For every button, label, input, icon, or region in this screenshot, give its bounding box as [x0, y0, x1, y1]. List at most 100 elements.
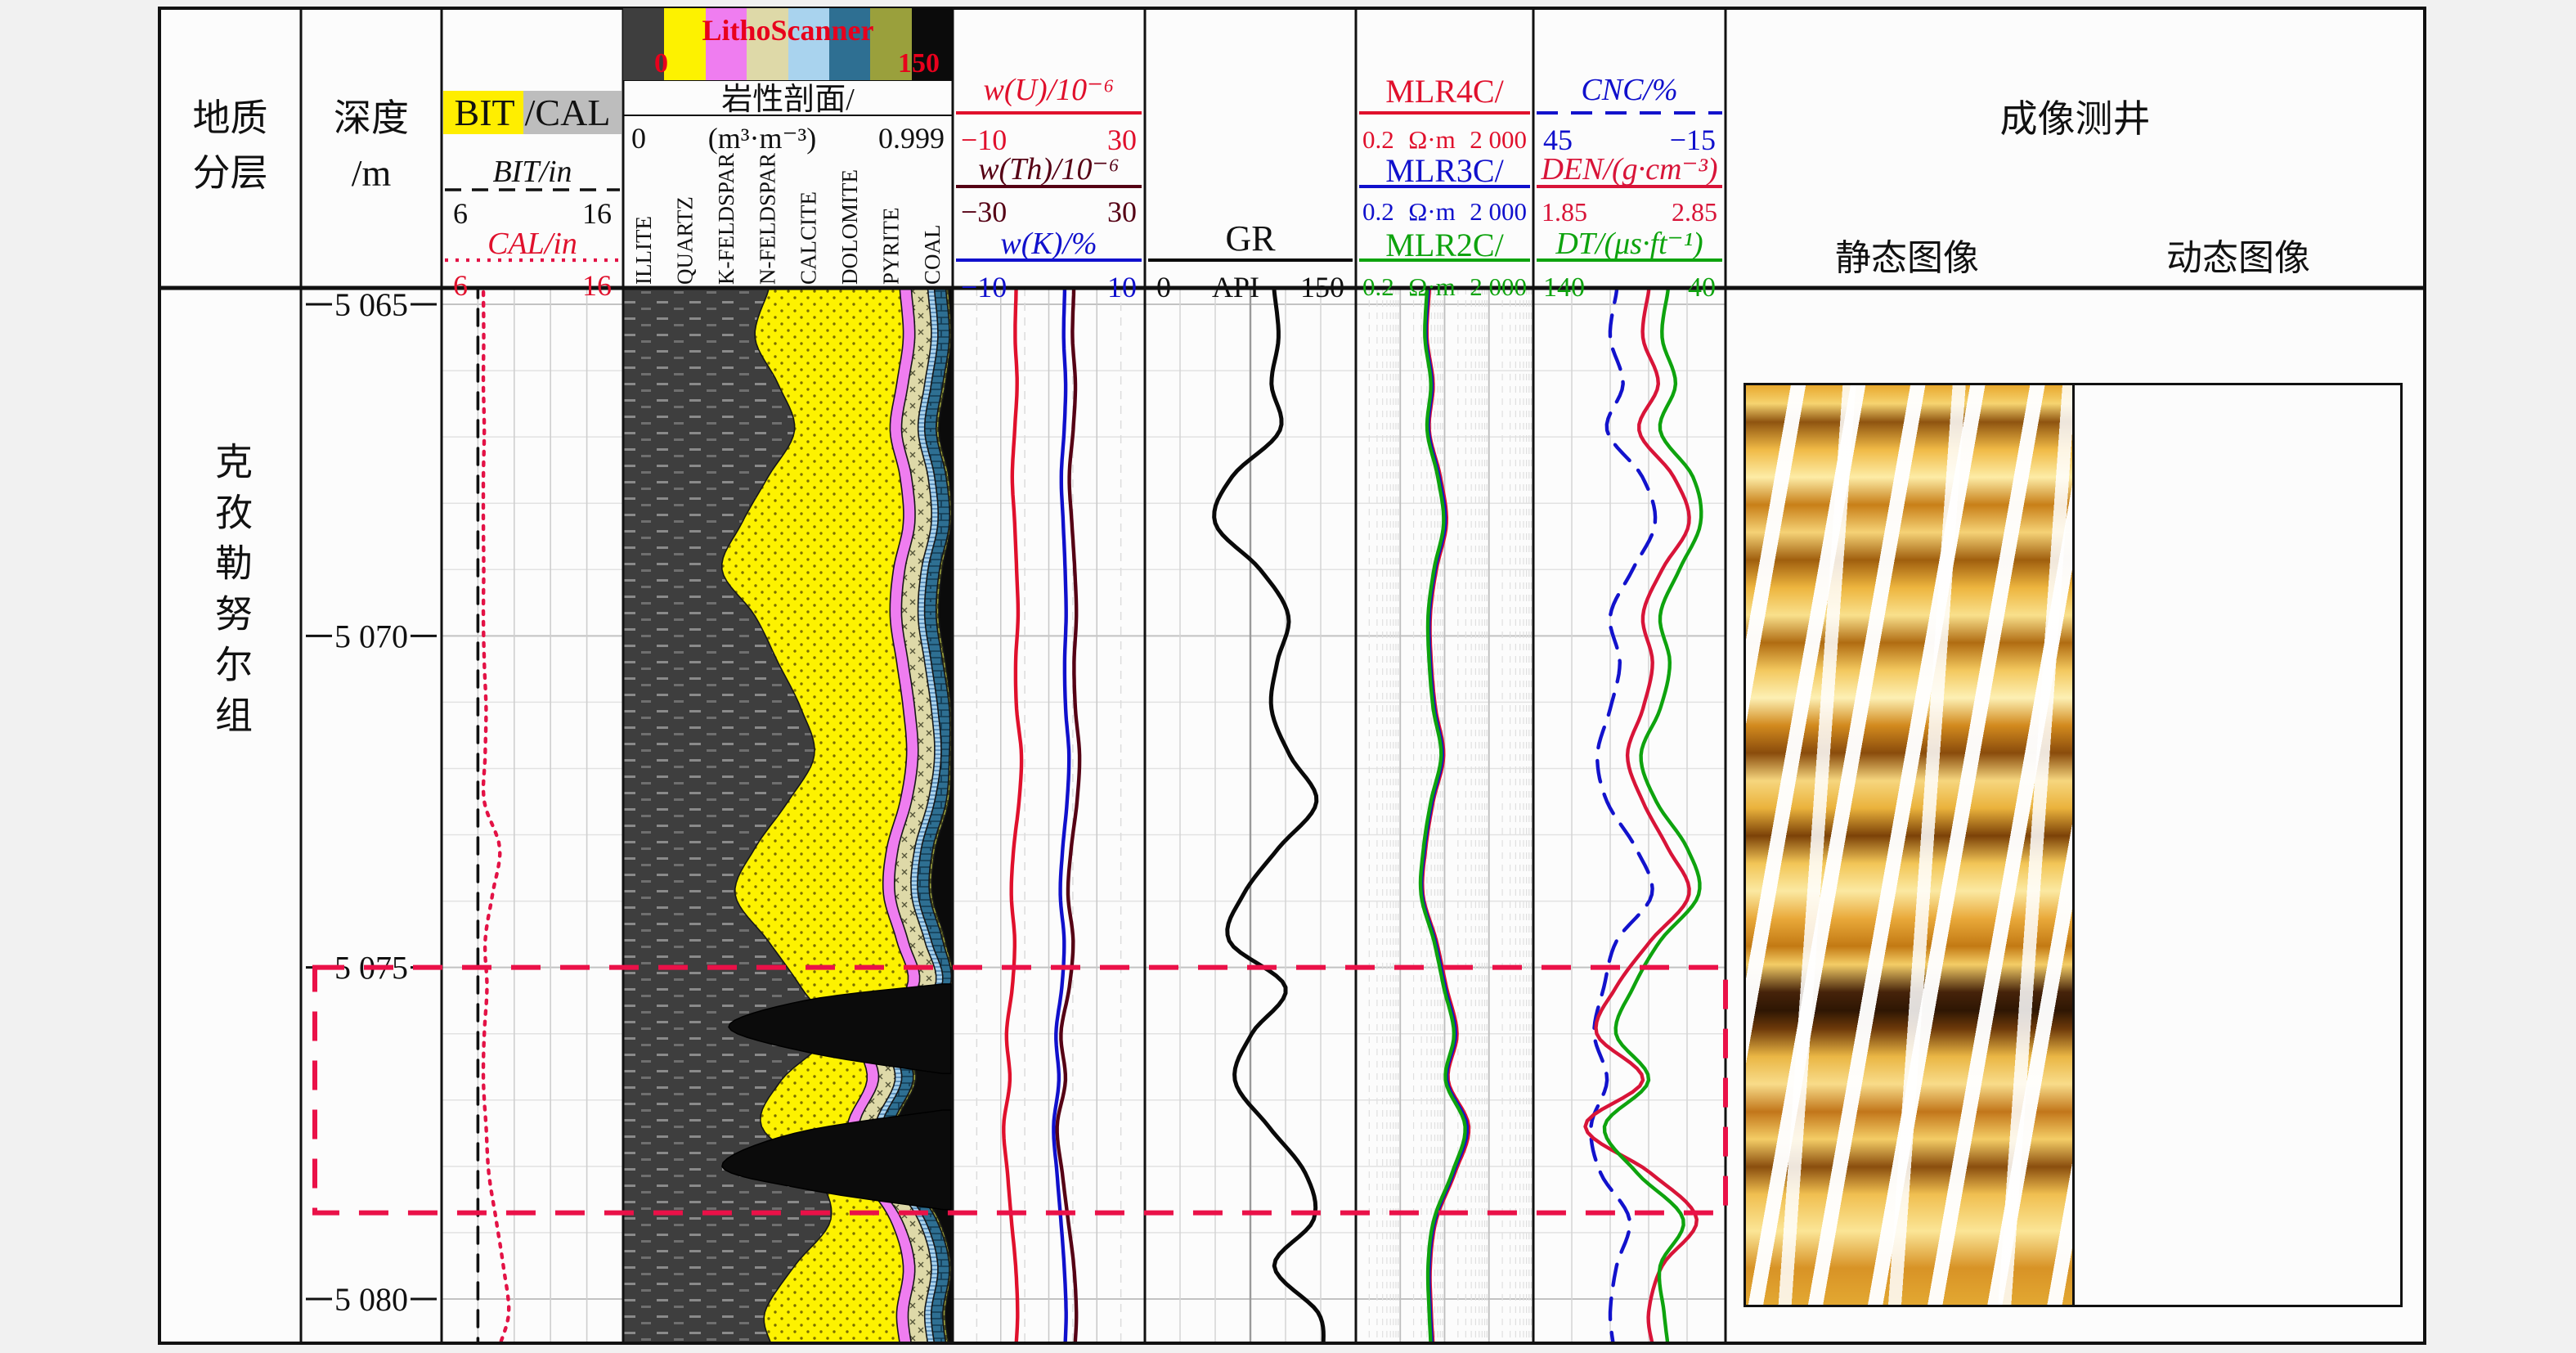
k-scale-row: −10 10 — [953, 270, 1145, 305]
bit-scale-row: 6 16 — [442, 196, 623, 231]
mlr2c-scale-unit: Ω·m — [1408, 272, 1456, 301]
lithoscanner-banner-title: LithoScanner — [702, 14, 874, 47]
mineral-labels: ILLITE QUARTZ K-FELDSPAR N-FELDSPAR CALCITE D… — [631, 153, 945, 285]
depth-column-title: 深度 /m — [301, 92, 442, 200]
k-curve-label: w(K)/% — [1000, 227, 1097, 261]
depth-tick-label: 5 070 — [334, 618, 408, 654]
bitcal-chip: BIT/CAL — [442, 90, 623, 135]
geology-title-line1: 地质 — [192, 97, 268, 139]
gr-curve-label: GR — [1225, 218, 1276, 258]
den-scale-max: 2.85 — [1672, 197, 1717, 227]
k-scale-min: −10 — [961, 271, 1008, 303]
mineral-label-pyrite: PYRITE — [878, 208, 903, 285]
mlr2c-scale-min: 0.2 — [1362, 272, 1394, 301]
dt-curve-label: DT/(μs·ft⁻¹) — [1555, 227, 1703, 261]
litho-legend-swatch-coal — [911, 8, 953, 80]
depth-title-line1: 深度 — [334, 97, 409, 139]
static-image-label: 静态图像 — [1835, 238, 1979, 278]
litho-legend-swatch-n-feldspar — [747, 8, 788, 80]
mlr2c-scale-max: 2 000 — [1470, 272, 1527, 301]
formation-name: 克孜勒努尔组 — [161, 442, 300, 900]
dt-scale-min: 140 — [1543, 272, 1585, 303]
bit-scale-min: 6 — [453, 197, 468, 230]
gr-scale-max: 150 — [1299, 271, 1344, 303]
mineral-label-quartz: QUARTZ — [673, 196, 698, 285]
imaging-track-title: 成像测井 — [1999, 98, 2151, 140]
mineral-label-coal: COAL — [920, 225, 945, 285]
mlr4c-curve-label: MLR4C/ — [1385, 73, 1504, 110]
u-scale-min: −10 — [961, 124, 1008, 156]
litho-legend-swatch-pyrite — [870, 8, 912, 80]
mineral-label-n-feldspar: N-FELDSPAR — [755, 153, 779, 285]
geology-title-line2: 分层 — [192, 151, 268, 194]
cnc-scale-min: 45 — [1543, 124, 1573, 156]
litho-legend-swatch-quartz — [664, 8, 706, 80]
lithology-scale-unit: (m³·m⁻³) — [707, 122, 817, 155]
lithology-track-title: 岩性剖面/ — [721, 83, 855, 117]
formation-name-text: 克孜勒努尔组 — [210, 442, 252, 746]
curve-CNC — [1589, 288, 1658, 1343]
mineral-label-k-feldspar: K-FELDSPAR — [714, 153, 738, 285]
borehole-image-panel — [1744, 383, 2403, 1307]
lithology-profile — [623, 288, 953, 1343]
cal-scale-row: 6 16 — [442, 268, 623, 303]
depth-tick-label: 5 065 — [334, 286, 408, 323]
den-scale-min: 1.85 — [1542, 197, 1587, 227]
mlr2c-curve-label: MLR2C/ — [1385, 227, 1504, 263]
u-scale-max: 30 — [1107, 124, 1137, 156]
cnc-scale-max: −15 — [1669, 124, 1716, 156]
mlr4c-scale-max: 2 000 — [1470, 125, 1527, 154]
highlight-interval-box — [312, 964, 1728, 1216]
mlr3c-scale-min: 0.2 — [1362, 197, 1394, 226]
den-scale-row: 1.85 2.85 — [1533, 196, 1726, 227]
litho-legend-swatch-k-feldspar — [705, 8, 747, 80]
lithoscanner-legend-strip — [623, 8, 953, 80]
curve-DT — [1602, 288, 1703, 1343]
mineral-label-illite: ILLITE — [631, 216, 656, 285]
litho-legend-swatch-dolomite — [828, 8, 871, 80]
den-curve-label: DEN/(g·cm⁻³) — [1541, 152, 1718, 187]
mlr3c-curve-label: MLR3C/ — [1385, 152, 1504, 189]
mlr4c-scale-min: 0.2 — [1362, 125, 1394, 154]
cal-scale-min: 6 — [453, 269, 468, 302]
cal-chip: /CAL — [523, 91, 622, 134]
bit-scale-max: 16 — [582, 197, 612, 230]
u-curve-label: w(U)/10⁻⁶ — [983, 73, 1115, 107]
geology-column-title: 地质 分层 — [159, 92, 301, 200]
th-scale-max: 30 — [1107, 196, 1137, 228]
depth-title-line2: /m — [351, 151, 392, 194]
dt-scale-row: 140 40 — [1533, 272, 1726, 305]
lithoscanner-banner-min: 0 — [654, 48, 668, 79]
curve-CAL — [481, 288, 511, 1343]
gr-scale-unit: API — [1211, 271, 1259, 303]
mlr3c-scale-row: 0.2 Ω·m 2 000 — [1356, 196, 1533, 227]
mlr4c-scale-unit: Ω·m — [1408, 125, 1456, 154]
th-scale-min: −30 — [961, 196, 1008, 228]
litho-legend-swatch-calcite — [788, 8, 829, 80]
mineral-label-calcite: CALCITE — [797, 191, 821, 285]
depth-tick-label: 5 080 — [334, 1281, 408, 1318]
gr-scale-min: 0 — [1156, 271, 1171, 303]
cal-scale-max: 16 — [582, 269, 612, 302]
dynamic-borehole-image — [2071, 385, 2401, 1305]
gr-scale-row: 0 API 150 — [1145, 270, 1356, 305]
lithology-scale-max: 0.999 — [878, 122, 945, 155]
dt-scale-max: 40 — [1688, 272, 1716, 303]
mlr4c-scale-row: 0.2 Ω·m 2 000 — [1356, 124, 1533, 155]
th-scale-row: −30 30 — [953, 195, 1145, 230]
dynamic-image-label: 动态图像 — [2166, 238, 2310, 278]
lithoscanner-banner-max: 150 — [898, 48, 940, 79]
mineral-label-dolomite: DOLOMITE — [837, 169, 862, 285]
cal-curve-label: CAL/in — [487, 227, 577, 261]
mlr2c-scale-row: 0.2 Ω·m 2 000 — [1356, 272, 1533, 302]
litho-legend-swatch-illite — [623, 8, 665, 80]
lithology-scale-min: 0 — [631, 122, 646, 155]
static-borehole-image — [1746, 385, 2072, 1305]
lithology-scale-row: 0 (m³·m⁻³) 0.999 — [623, 121, 953, 156]
curve-MLR2C — [1418, 288, 1467, 1343]
bit-chip: BIT — [442, 91, 523, 134]
mlr3c-scale-unit: Ω·m — [1408, 197, 1456, 226]
k-scale-max: 10 — [1107, 271, 1137, 303]
bit-curve-label: BIT/in — [492, 155, 572, 189]
